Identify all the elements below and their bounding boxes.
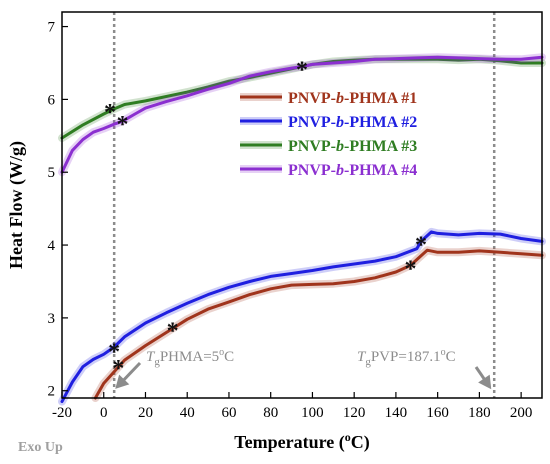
- tg-label: TgPHMA=5oC: [146, 347, 234, 368]
- x-tick-label: 0: [100, 405, 108, 421]
- x-tick-label: 160: [426, 405, 449, 421]
- series-line: [60, 230, 544, 404]
- exo-up-label: Exo Up: [18, 440, 63, 455]
- y-tick-label: 4: [48, 238, 56, 254]
- legend-label: PNVP-b-PHMA #3: [288, 138, 417, 155]
- y-axis-title: Heat Flow (W/g): [6, 141, 27, 269]
- y-axis-ticks: 2 3 4 5 6 7: [48, 20, 68, 400]
- tg-marker: *: [108, 339, 120, 365]
- reference-labels: TgPHMA=5oC TgPVP=187.1oC: [115, 347, 492, 390]
- y-tick-label: 5: [48, 165, 56, 181]
- tg-marker-layer: ****** **: [104, 58, 427, 383]
- series-halo: [58, 227, 546, 406]
- x-tick-label: 80: [263, 405, 278, 421]
- tg-marker: *: [415, 232, 427, 258]
- arrow-head: [478, 374, 492, 390]
- legend: PNVP-b-PHMA #1 PNVP-b-PHMA #2 PNVP-b-PHMA …: [240, 90, 417, 179]
- x-tick-label: 120: [343, 405, 366, 421]
- plot-frame: [61, 11, 543, 399]
- tg-marker: *: [296, 58, 308, 84]
- reference-lines: [112, 12, 496, 398]
- arrow-head: [115, 374, 130, 389]
- x-tick-label: 20: [138, 405, 153, 421]
- tg-marker: *: [405, 256, 417, 282]
- tg-marker: *: [104, 100, 116, 126]
- y-tick-label: 2: [48, 384, 56, 400]
- legend-label: PNVP-b-PHMA #2: [288, 114, 417, 131]
- y-tick-label: 3: [48, 311, 56, 327]
- x-tick-label: 40: [180, 405, 195, 421]
- x-tick-label: 180: [468, 405, 491, 421]
- legend-label: PNVP-b-PHMA #4: [288, 162, 417, 179]
- x-axis-ticks: -20 0 20 40 60 80 100 120 140 160 180 200: [52, 392, 532, 421]
- series-line: [93, 248, 544, 400]
- y-tick-label: 7: [48, 20, 56, 36]
- tg-marker: *: [167, 318, 179, 344]
- series-line: [60, 55, 544, 174]
- series-layer: [58, 53, 546, 406]
- x-tick-label: 140: [385, 405, 408, 421]
- tg-label: TgPVP=187.1oC: [357, 347, 456, 368]
- y-tick-label: 6: [48, 92, 56, 108]
- x-tick-label: 100: [301, 405, 324, 421]
- x-tick-label: -20: [52, 405, 72, 421]
- tg-marker: *: [112, 356, 124, 382]
- x-axis-title: Temperature (oC): [234, 430, 369, 453]
- legend-label: PNVP-b-PHMA #1: [288, 90, 417, 107]
- tg-marker: *: [117, 112, 129, 138]
- x-tick-label: 200: [510, 405, 533, 421]
- x-tick-label: 60: [221, 405, 236, 421]
